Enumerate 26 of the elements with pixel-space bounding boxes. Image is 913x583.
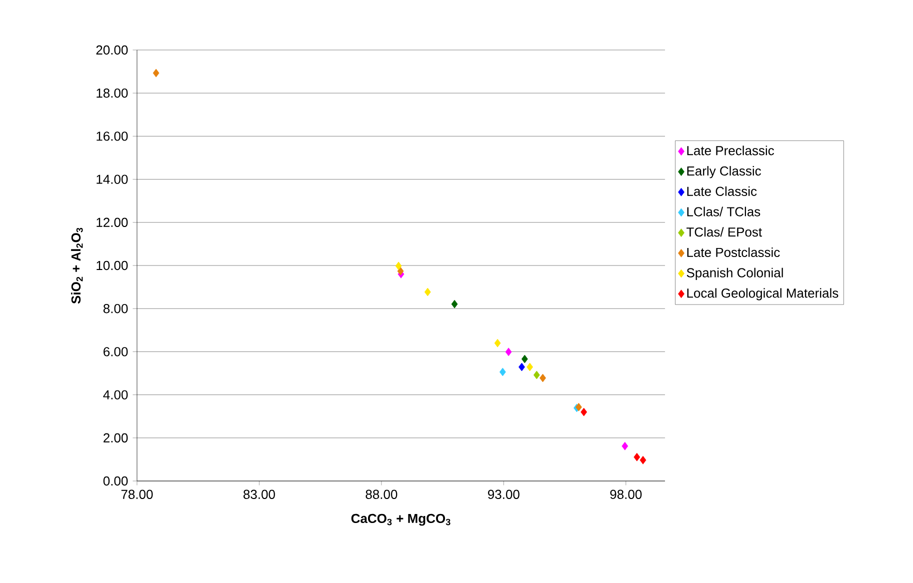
x-tick-label: 88.00 (366, 490, 398, 499)
y-tick-label: 0.00 (103, 476, 128, 486)
legend-label: Late Preclassic (687, 146, 774, 156)
legend-label: LClas/ TClas (687, 206, 760, 216)
y-tick-label: 10.00 (96, 260, 128, 270)
x-tick-label: 78.00 (121, 490, 153, 499)
x-tick-label: 93.00 (488, 490, 520, 499)
legend-label: Spanish Colonial (686, 268, 783, 280)
y-tick-label: 6.00 (104, 347, 128, 356)
y-tick-label: 8.00 (103, 304, 128, 314)
y-tick-label: 20.00 (96, 45, 128, 55)
x-axis-title: CaCO$_{3}$ + MgCO$_{3}$ (351, 514, 450, 526)
legend-label: Late Classic (687, 186, 757, 196)
y-tick-label: 14.00 (96, 174, 128, 184)
legend-label: Early Classic (687, 166, 761, 178)
y-tick-label: 12.00 (96, 218, 128, 227)
y-tick-label: 18.00 (96, 88, 128, 98)
x-tick-label: 98.00 (610, 490, 642, 499)
y-tick-label: 2.00 (104, 433, 128, 442)
legend-label: TClas/ EPost (686, 227, 762, 237)
legend-label: Local Geological Materials (687, 288, 838, 300)
y-tick-label: 16.00 (96, 132, 128, 141)
x-tick-label: 83.00 (244, 490, 275, 499)
y-axis-title: SiO$_{2}$ + Al$_{2}$O$_{3}$ (71, 228, 83, 304)
legend-label: Late Postclassic (687, 247, 780, 258)
y-tick-label: 4.00 (103, 390, 128, 400)
